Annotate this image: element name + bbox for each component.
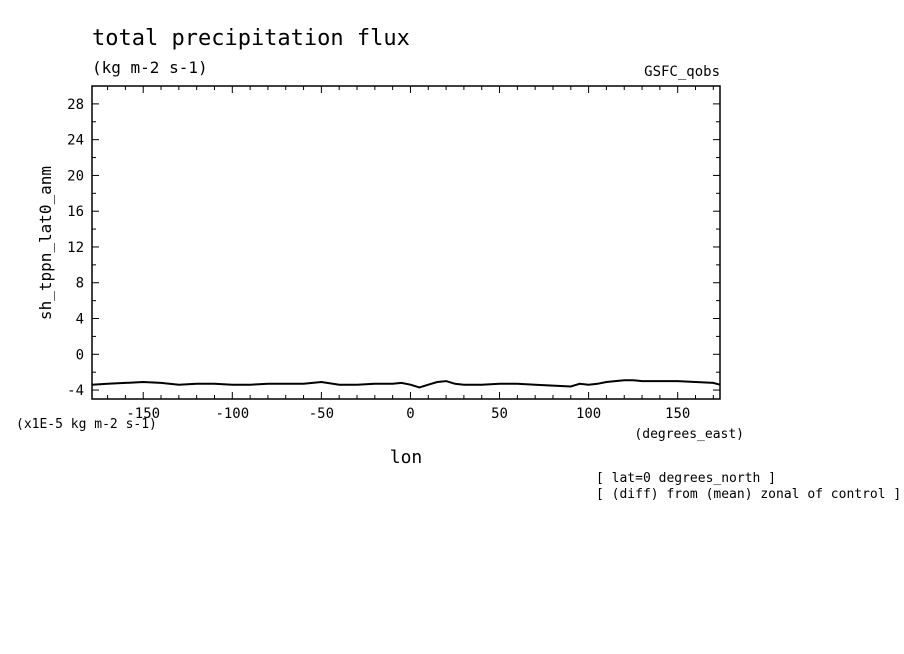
y-tick-label: 4 <box>76 312 84 328</box>
x-tick-label: 100 <box>576 406 601 422</box>
x-units-label: (degrees_east) <box>634 427 744 442</box>
chart-title: total precipitation flux <box>92 26 410 51</box>
y-tick-label: 0 <box>76 347 84 363</box>
plot-frame <box>91 85 721 400</box>
series-line <box>91 379 721 389</box>
y-tick-label: 28 <box>67 97 84 113</box>
x-tick-label: 150 <box>665 406 690 422</box>
x-tick-label: 0 <box>406 406 414 422</box>
y-tick-label: 24 <box>67 133 84 149</box>
y-axis-label: sh_tppn_lat0_anm <box>36 166 55 320</box>
x-tick-label: -150 <box>126 406 160 422</box>
axes: -4 0 4 8 12 16 20 24 28 -150 -100 -50 0 50 100 150 <box>67 85 720 422</box>
units-label: (kg m-2 s-1) <box>92 58 208 77</box>
y-tick-label: 8 <box>76 276 84 292</box>
x-tick-label: 50 <box>491 406 508 422</box>
y-tick-label: 12 <box>67 240 84 256</box>
y-tick-label: 16 <box>67 204 84 220</box>
series-layer <box>91 379 721 389</box>
x-tick-label: -100 <box>215 406 249 422</box>
note-difference: [ (diff) from (mean) zonal of control ] <box>596 487 901 502</box>
y-scale-label: (x1E-5 kg m-2 s-1) <box>16 417 157 432</box>
y-tick-label: -4 <box>67 383 84 399</box>
x-axis-label: lon <box>390 447 423 468</box>
x-tick-label: -50 <box>309 406 334 422</box>
y-tick-label: 20 <box>67 168 84 184</box>
source-label: GSFC_qobs <box>644 64 720 80</box>
note-latitude: [ lat=0 degrees_north ] <box>596 471 776 486</box>
